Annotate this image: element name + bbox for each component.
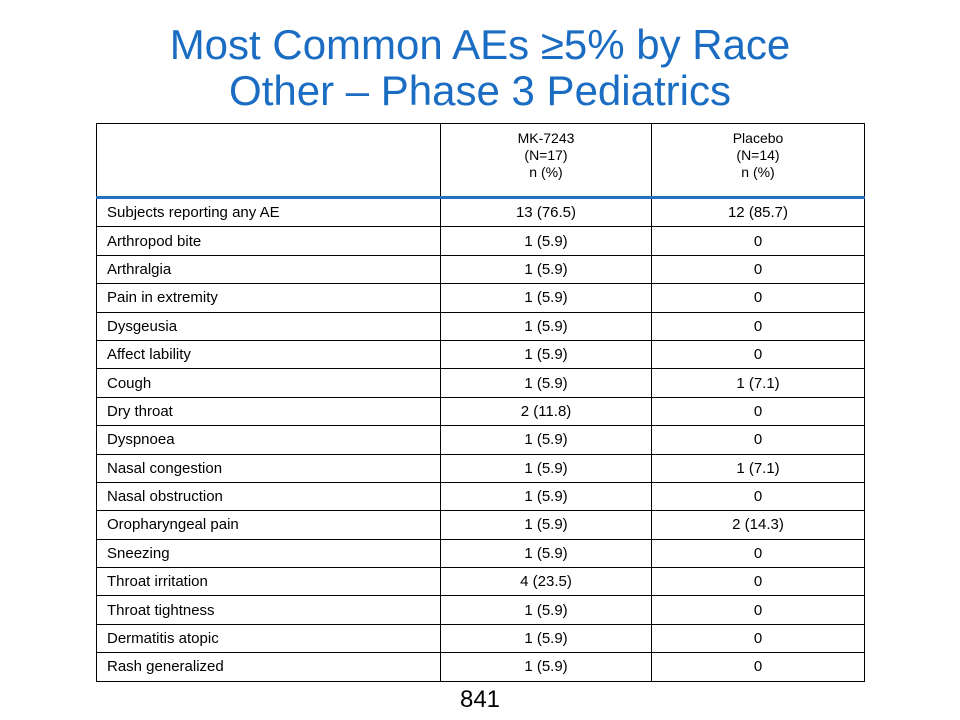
- mk7243-value-cell: 13 (76.5): [440, 196, 652, 228]
- placebo-value-cell: 0: [651, 283, 865, 313]
- table-row: Nasal obstruction 1 (5.9) 0: [96, 481, 865, 512]
- placebo-value-cell: 1 (7.1): [651, 453, 865, 483]
- placebo-value-cell: 0: [651, 652, 865, 682]
- table-row: Nasal congestion 1 (5.9) 1 (7.1): [96, 453, 865, 483]
- ae-term-cell: Dysgeusia: [96, 311, 441, 341]
- mk7243-value-cell: 1 (5.9): [440, 283, 652, 313]
- table-body: Subjects reporting any AE 13 (76.5) 12 (85…: [96, 196, 865, 682]
- ae-term-cell: Pain in extremity: [96, 283, 441, 313]
- slide-title: Most Common AEs ≥5% by Race Other – Phas…: [0, 22, 960, 114]
- ae-term-cell: Throat irritation: [96, 567, 441, 597]
- table-row: Subjects reporting any AE 13 (76.5) 12 (85…: [96, 196, 865, 228]
- page-number: 841: [459, 686, 501, 713]
- mk7243-value-cell: 1 (5.9): [440, 538, 652, 569]
- mk7243-value-cell: 1 (5.9): [440, 339, 652, 370]
- placebo-value-cell: 0: [651, 567, 865, 597]
- header-mk7243-unit: n (%): [529, 164, 563, 180]
- placebo-value-cell: 0: [651, 254, 865, 285]
- ae-term-cell: Oropharyngeal pain: [96, 510, 441, 540]
- header-placebo-column: Placebo (N=14) n (%): [651, 123, 865, 199]
- ae-term-cell: Nasal congestion: [96, 453, 441, 483]
- placebo-value-cell: 0: [651, 425, 865, 455]
- table-header: MK-7243 (N=17) n (%) Placebo (N=14) n (%…: [96, 123, 865, 199]
- placebo-value-cell: 0: [651, 538, 865, 569]
- ae-term-cell: Cough: [96, 368, 441, 398]
- slide-title-line-1: Most Common AEs ≥5% by Race: [169, 21, 791, 68]
- table-row: Sneezing 1 (5.9) 0: [96, 538, 865, 569]
- placebo-value-cell: 0: [651, 311, 865, 341]
- table-header-row: MK-7243 (N=17) n (%) Placebo (N=14) n (%…: [96, 123, 865, 199]
- table-row: Dyspnoea 1 (5.9) 0: [96, 425, 865, 455]
- table-row: Oropharyngeal pain 1 (5.9) 2 (14.3): [96, 510, 865, 540]
- mk7243-value-cell: 4 (23.5): [440, 567, 652, 597]
- ae-term-cell: Dermatitis atopic: [96, 623, 441, 654]
- table-row: Arthralgia 1 (5.9) 0: [96, 254, 865, 285]
- header-placebo-n: (N=14): [736, 147, 780, 163]
- mk7243-value-cell: 1 (5.9): [440, 481, 652, 512]
- ae-term-cell: Dry throat: [96, 396, 441, 427]
- table-row: Dysgeusia 1 (5.9) 0: [96, 311, 865, 341]
- mk7243-value-cell: 1 (5.9): [440, 595, 652, 625]
- placebo-value-cell: 0: [651, 226, 865, 256]
- table-row: Cough 1 (5.9) 1 (7.1): [96, 368, 865, 398]
- ae-term-cell: Dyspnoea: [96, 425, 441, 455]
- mk7243-value-cell: 1 (5.9): [440, 623, 652, 654]
- header-term-column: [96, 123, 441, 199]
- header-mk7243-column: MK-7243 (N=17) n (%): [440, 123, 652, 199]
- placebo-value-cell: 2 (14.3): [651, 510, 865, 540]
- placebo-value-cell: 0: [651, 595, 865, 625]
- mk7243-value-cell: 1 (5.9): [440, 652, 652, 682]
- placebo-value-cell: 0: [651, 339, 865, 370]
- mk7243-value-cell: 1 (5.9): [440, 453, 652, 483]
- placebo-value-cell: 12 (85.7): [651, 196, 865, 228]
- table-row: Dry throat 2 (11.8) 0: [96, 396, 865, 427]
- table-row: Affect lability 1 (5.9) 0: [96, 339, 865, 370]
- table-row: Throat tightness 1 (5.9) 0: [96, 595, 865, 625]
- mk7243-value-cell: 2 (11.8): [440, 396, 652, 427]
- ae-term-cell: Throat tightness: [96, 595, 441, 625]
- placebo-value-cell: 0: [651, 623, 865, 654]
- ae-term-cell: Arthropod bite: [96, 226, 441, 256]
- header-mk7243-n: (N=17): [524, 147, 568, 163]
- placebo-value-cell: 0: [651, 481, 865, 512]
- ae-term-cell: Nasal obstruction: [96, 481, 441, 512]
- slide-title-line-2: Other – Phase 3 Pediatrics: [229, 67, 731, 114]
- ae-term-cell: Subjects reporting any AE: [96, 196, 441, 228]
- header-placebo-unit: n (%): [741, 164, 775, 180]
- table-row: Arthropod bite 1 (5.9) 0: [96, 226, 865, 256]
- ae-term-cell: Rash generalized: [96, 652, 441, 682]
- placebo-value-cell: 0: [651, 396, 865, 427]
- table-row: Dermatitis atopic 1 (5.9) 0: [96, 623, 865, 654]
- mk7243-value-cell: 1 (5.9): [440, 510, 652, 540]
- placebo-value-cell: 1 (7.1): [651, 368, 865, 398]
- table-row: Throat irritation 4 (23.5) 0: [96, 567, 865, 597]
- mk7243-value-cell: 1 (5.9): [440, 311, 652, 341]
- table-row: Rash generalized 1 (5.9) 0: [96, 652, 865, 682]
- mk7243-value-cell: 1 (5.9): [440, 368, 652, 398]
- mk7243-value-cell: 1 (5.9): [440, 254, 652, 285]
- ae-term-cell: Arthralgia: [96, 254, 441, 285]
- adverse-events-table: MK-7243 (N=17) n (%) Placebo (N=14) n (%…: [96, 123, 865, 682]
- ae-term-cell: Affect lability: [96, 339, 441, 370]
- header-mk7243-name: MK-7243: [517, 130, 575, 146]
- header-placebo-name: Placebo: [732, 130, 784, 146]
- mk7243-value-cell: 1 (5.9): [440, 425, 652, 455]
- ae-term-cell: Sneezing: [96, 538, 441, 569]
- mk7243-value-cell: 1 (5.9): [440, 226, 652, 256]
- table-row: Pain in extremity 1 (5.9) 0: [96, 283, 865, 313]
